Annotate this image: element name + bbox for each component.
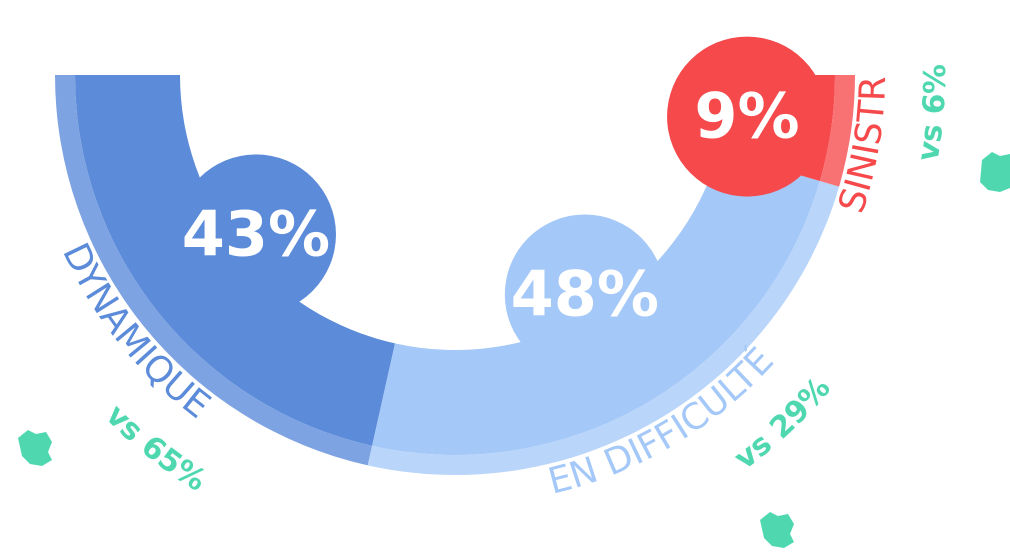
segment-rim — [367, 181, 840, 476]
value-label: 9% — [694, 80, 799, 153]
comparison-label: vs 6% — [911, 64, 954, 164]
france-icon — [980, 152, 1010, 192]
value-label: 43% — [182, 198, 330, 271]
france-icon — [18, 430, 52, 466]
segment — [372, 151, 820, 456]
value-bubble — [175, 154, 336, 315]
value-bubble — [667, 36, 828, 197]
value-bubble — [504, 214, 665, 375]
comparison-label-path: vs 6% — [911, 64, 954, 164]
segment-rim — [819, 75, 855, 187]
value-label: 48% — [511, 258, 659, 331]
france-icon — [760, 512, 794, 548]
france-icons — [18, 152, 1010, 548]
bubbles: 43% 48% 9% — [175, 36, 828, 375]
segment-rim — [55, 75, 373, 466]
